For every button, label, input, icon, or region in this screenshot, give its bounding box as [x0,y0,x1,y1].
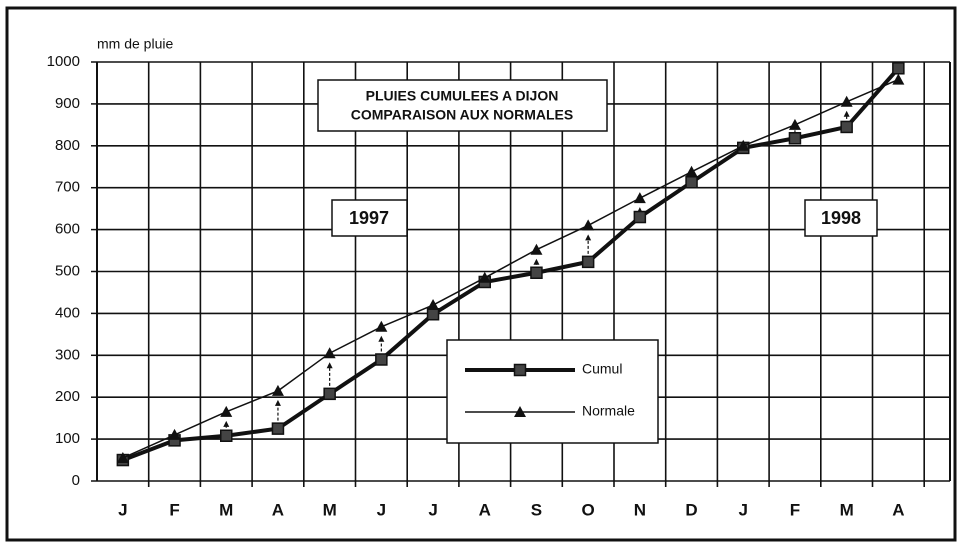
legend-entries: Cumul Normale [465,361,635,419]
y-tick-label: 1000 [47,53,80,70]
marker [513,363,527,377]
gap-arrowhead [378,335,385,342]
chart-title: COMPARAISON AUX NORMALES [351,107,573,123]
marker [892,62,905,75]
x-tick-label: O [582,500,595,519]
marker [116,451,129,463]
marks [116,62,905,467]
marker [892,73,905,85]
marker [220,405,233,417]
marker [685,176,698,189]
x-tick-label: A [272,500,284,519]
marker [271,422,285,435]
marker [840,95,853,107]
marker [788,132,802,145]
marker [375,353,388,366]
annotation: 1998 [821,208,861,228]
frame [5,6,957,542]
marker [271,384,284,396]
marker [582,219,595,231]
y-tick-label: 900 [55,95,80,112]
marker [168,428,181,440]
y-tick-label: 500 [55,262,80,279]
x-tick-label: F [169,500,179,519]
legend-label: Normale [582,403,635,419]
x-tick-label: M [219,500,233,519]
annotation-box [331,199,408,237]
title-box [317,79,608,132]
x-tick-label: A [892,500,904,519]
y-tick-label: 100 [55,430,80,447]
x-tick-label: J [428,500,437,519]
x-tick-label: N [634,500,646,519]
x-tick-label: J [118,500,127,519]
x-tick-label: A [479,500,491,519]
gap-arrowhead [223,420,230,427]
marker [478,271,491,283]
y-tick-label: 400 [55,304,80,321]
marker [427,299,440,311]
marker [633,192,646,204]
y-tick-label: 600 [55,221,80,238]
marker [788,118,801,130]
legend [446,339,659,444]
y-tick-label: 0 [72,472,80,489]
marker [323,347,336,359]
marker [530,243,543,255]
y-axis-label: mm de pluie [97,36,173,52]
legend-label: Cumul [582,361,622,377]
series-line [122,66,900,462]
x-tick-label: M [840,500,854,519]
gap-arrowhead [585,234,592,241]
marker [220,429,233,442]
x-tick-label: M [323,500,337,519]
x-tick-label: D [685,500,697,519]
marker [633,210,647,224]
x-tick-label: F [790,500,800,519]
x-tick-label: J [739,500,748,519]
chart-title: PLUIES CUMULEES A DIJON [366,88,559,104]
marker [426,307,440,321]
y-tick-label: 700 [55,179,80,196]
gap-arrowhead [843,110,850,117]
marker [530,266,543,280]
gap-arrowhead [274,399,281,406]
marker [840,120,853,134]
annotation-box [804,199,878,237]
annotation: 1997 [349,208,389,228]
gap-arrowhead [326,362,333,369]
y-tick-label: 800 [55,137,80,154]
x-tick-label: J [377,500,386,519]
marker [581,255,595,269]
y-tick-label: 200 [55,388,80,405]
series-line [122,78,899,459]
marker [514,406,526,417]
marker [685,165,698,177]
marker [737,139,750,151]
y-tick-label: 300 [55,346,80,363]
marker [323,387,336,401]
gap-arrowhead [533,258,540,265]
marker [375,320,388,332]
x-tick-label: S [531,500,542,519]
